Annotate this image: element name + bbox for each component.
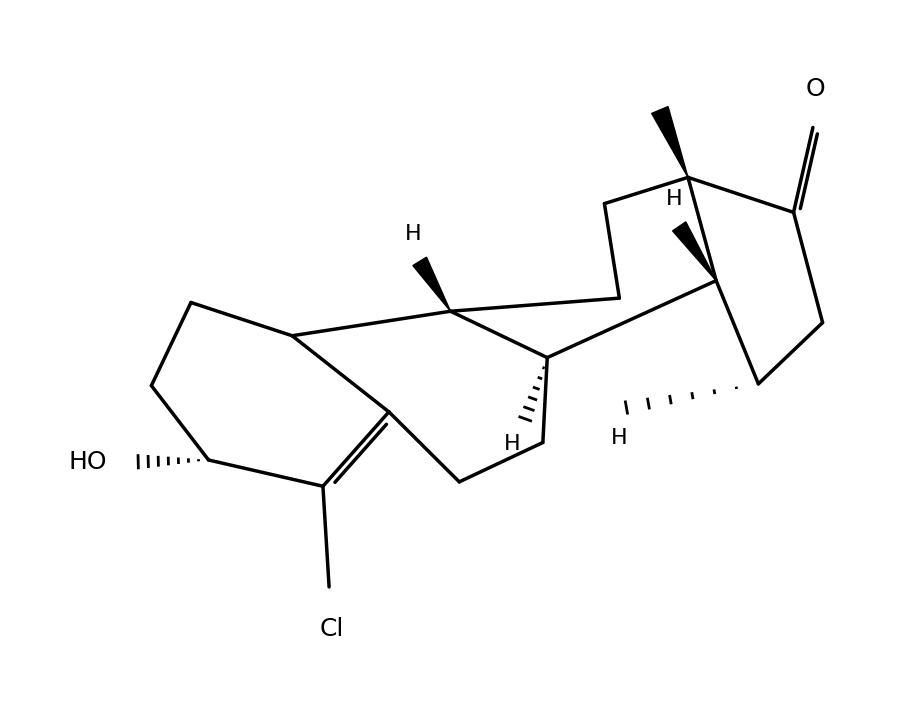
Text: H: H [611, 427, 627, 447]
Text: HO: HO [69, 449, 107, 474]
Text: H: H [504, 434, 520, 454]
Polygon shape [673, 222, 716, 280]
Text: O: O [805, 77, 825, 102]
Polygon shape [413, 257, 450, 311]
Text: H: H [666, 189, 682, 209]
Text: H: H [405, 224, 422, 244]
Text: Cl: Cl [320, 618, 344, 642]
Polygon shape [652, 106, 688, 178]
